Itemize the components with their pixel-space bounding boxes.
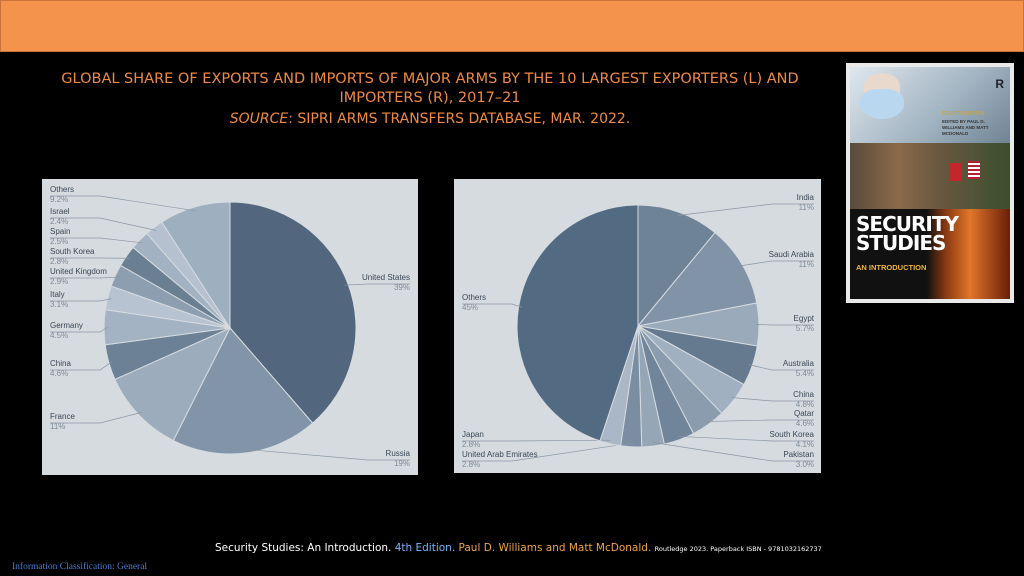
importers-slice-others [516, 204, 639, 442]
exporters-pie-svg: United States39%Russia19%France11%China4… [50, 185, 411, 468]
book-subtitle: AN INTRODUCTION [856, 263, 927, 272]
exporters-label-south-korea: South Korea [50, 247, 95, 256]
importers-label-saudi-arabia: Saudi Arabia [769, 250, 815, 259]
book-cover-photo-bottom: SECURITY STUDIES AN INTRODUCTION [850, 209, 1010, 299]
book-cover: R FOURTH EDITION EDITED BY PAUL D. WILLI… [846, 63, 1014, 303]
exporters-leader-line-israel [50, 217, 157, 231]
exporters-slice-others [161, 201, 231, 330]
exporters-value-label-israel: 2.4% [50, 217, 68, 226]
importers-label-south-korea: South Korea [770, 430, 815, 439]
book-title: SECURITY STUDIES [856, 212, 959, 255]
importers-value-label-south-korea: 4.1% [796, 440, 814, 449]
importers-label-egypt: Egypt [794, 314, 815, 323]
exporters-leader-line-others [50, 195, 196, 212]
importers-pie-chart: India 11% Saudi Arabia 11% Egypt 5.7% Australi… [454, 179, 821, 473]
publisher-logo: R [995, 77, 1004, 91]
exporters-label-others: Others [50, 185, 74, 194]
book-cover-photo-middle [850, 143, 1010, 209]
citation-footer: Security Studies: An Introduction. 4th E… [215, 542, 822, 554]
importers-leader-line-saudi-arabia [738, 260, 814, 267]
exporters-leader-line-france [50, 412, 142, 424]
exporters-value-label-italy: 3.1% [50, 300, 68, 309]
exporters-leader-line-germany [50, 326, 108, 333]
exporters-pie-chart: United States 39% Russia 19% France 11% China 4… [42, 179, 418, 475]
exporters-value-label-united-states: 39% [394, 283, 410, 292]
book-title-line1: SECURITY [856, 212, 959, 236]
exporters-value-label-united-kingdom: 2.9% [50, 277, 68, 286]
exporters-label-russia: Russia [386, 449, 411, 458]
source-line: SOURCE: SIPRI ARMS TRANSFERS DATABASE, M… [40, 110, 820, 129]
exporters-value-label-china: 4.6% [50, 369, 68, 378]
importers-leader-line-others [462, 303, 523, 308]
importers-label-qatar: Qatar [794, 409, 814, 418]
importers-value-label-saudi-arabia: 11% [799, 260, 814, 269]
exporters-label-italy: Italy [50, 290, 65, 299]
importers-value-label-australia: 5.4% [796, 369, 814, 378]
citation-title: Security Studies: An Introduction. [215, 542, 395, 554]
importers-slice-india [637, 204, 716, 328]
exporters-label-france: France [50, 412, 75, 421]
importers-label-japan: Japan [462, 430, 484, 439]
importers-label-united-arab-emirates: United Arab Emirates [462, 450, 538, 459]
book-edition: FOURTH EDITION [942, 111, 985, 117]
importers-label-india: India [797, 193, 815, 202]
importers-value-label-qatar: 4.6% [796, 419, 814, 428]
exporters-leader-line-spain [50, 237, 143, 244]
importers-value-label-pakistan: 3.0% [796, 460, 814, 469]
exporters-label-israel: Israel [50, 207, 70, 216]
slide-title: GLOBAL SHARE OF EXPORTS AND IMPORTS OF M… [40, 70, 820, 129]
exporters-leader-line-china [50, 361, 113, 371]
importers-leader-line-egypt [755, 324, 814, 326]
exporters-value-label-spain: 2.5% [50, 237, 68, 246]
exporters-value-label-france: 11% [50, 422, 65, 431]
importers-label-pakistan: Pakistan [783, 450, 814, 459]
exporters-value-label-south-korea: 2.8% [50, 257, 68, 266]
exporters-value-label-others: 9.2% [50, 195, 68, 204]
book-title-line2: STUDIES [856, 231, 946, 255]
exporters-slice-united-states [229, 201, 357, 424]
importers-value-label-egypt: 5.7% [796, 324, 814, 333]
exporters-leader-line-united-states [344, 283, 410, 286]
citation-authors: Paul D. Williams and Matt McDonald. [458, 542, 655, 554]
exporters-value-label-germany: 4.5% [50, 331, 68, 340]
source-text: : SIPRI ARMS TRANSFERS DATABASE, MAR. 20… [288, 111, 631, 127]
importers-leader-line-china [731, 397, 814, 402]
citation-edition: 4th Edition. [394, 542, 459, 554]
source-label: SOURCE [229, 111, 289, 127]
importers-leader-line-india [677, 203, 814, 216]
citation-publisher: Routledge 2023. Paperback ISBN - 9781032… [654, 545, 822, 553]
exporters-slice-france [114, 326, 232, 442]
importers-leader-line-japan [462, 439, 612, 442]
importers-value-label-china: 4.8% [796, 400, 814, 409]
importers-label-australia: Australia [783, 359, 815, 368]
exporters-value-label-russia: 19% [394, 459, 410, 468]
importers-value-label-india: 11% [799, 203, 814, 212]
book-cover-photo-top: R FOURTH EDITION EDITED BY PAUL D. WILLI… [850, 67, 1010, 143]
exporters-label-spain: Spain [50, 227, 70, 236]
importers-label-others: Others [462, 293, 486, 302]
importers-leader-line-south-korea [677, 435, 814, 442]
exporters-label-united-kingdom: United Kingdom [50, 267, 107, 276]
exporters-label-germany: Germany [50, 321, 83, 330]
exporters-slice-russia [172, 327, 314, 455]
exporters-leader-line-russia [245, 448, 410, 461]
importers-value-label-japan: 2.8% [462, 440, 480, 449]
book-editors: EDITED BY PAUL D. WILLIAMS AND MATT MCDO… [942, 119, 989, 136]
importers-leader-line-united-arab-emirates [462, 442, 632, 462]
importers-value-label-united-arab-emirates: 2.8% [462, 460, 480, 469]
importers-slice-saudi-arabia [636, 231, 758, 327]
top-banner [0, 0, 1024, 52]
exporters-leader-line-united-kingdom [50, 276, 119, 279]
exporters-label-china: China [50, 359, 71, 368]
importers-label-china: China [793, 390, 814, 399]
classification-label: Information Classification: General [12, 562, 148, 572]
exporters-label-united-states: United States [362, 273, 410, 282]
importers-leader-line-qatar [706, 419, 814, 422]
importers-leader-line-pakistan [652, 442, 814, 462]
importers-value-label-others: 45% [462, 303, 478, 312]
exporters-leader-line-italy [50, 298, 112, 302]
title-text: GLOBAL SHARE OF EXPORTS AND IMPORTS OF M… [61, 71, 799, 106]
importers-leader-line-australia [748, 364, 814, 371]
